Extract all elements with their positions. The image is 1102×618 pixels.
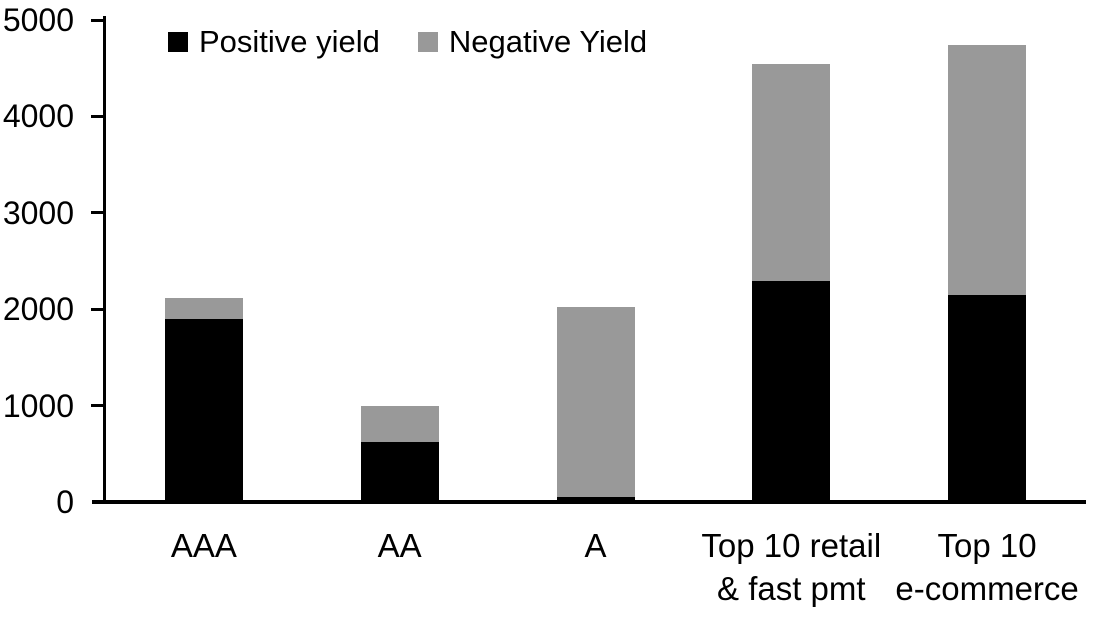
legend-item-negative-yield: Negative Yield: [417, 24, 648, 60]
bar-segment-negative-0: [164, 297, 243, 319]
y-tick-mark-2000: [91, 307, 104, 311]
bar-segment-negative-4: [948, 45, 1027, 295]
bar-segment-negative-1: [360, 405, 439, 443]
y-tick-mark-1000: [91, 404, 104, 408]
bar-segment-positive-1: [360, 442, 439, 502]
y-tick-label-3000: 3000: [2, 194, 74, 231]
y-tick-label-2000: 2000: [2, 291, 74, 328]
category-label-3: Top 10 retail & fast pmt: [701, 527, 882, 607]
bar-segment-positive-3: [752, 281, 831, 502]
y-tick-mark-3000: [91, 211, 104, 215]
category-label-0: AAA: [170, 527, 237, 564]
legend-swatch-positive-yield-icon: [168, 32, 188, 52]
legend-swatch-negative-yield-icon: [417, 32, 438, 52]
y-tick-label-5000: 5000: [2, 2, 74, 38]
y-tick-label-0: 0: [56, 484, 74, 520]
legend-item-positive-yield: Positive yield: [168, 24, 380, 60]
chart-legend: Positive yield Negative Yield: [168, 24, 647, 60]
bar-segment-positive-0: [164, 318, 243, 502]
legend-label-negative-yield: Negative Yield: [448, 24, 648, 59]
bar-segment-positive-2: [556, 497, 635, 502]
y-tick-label-4000: 4000: [2, 98, 74, 135]
category-label-4: Top 10 e-commerce: [895, 527, 1079, 607]
bar-segment-negative-2: [556, 307, 635, 498]
y-tick-mark-4000: [91, 114, 104, 118]
category-label-1: AA: [377, 527, 422, 564]
legend-label-positive-yield: Positive yield: [199, 24, 380, 59]
bar-segment-negative-3: [752, 64, 831, 282]
y-tick-mark-5000: [91, 18, 104, 22]
y-axis-line: [103, 16, 106, 504]
bar-segment-positive-4: [948, 294, 1027, 502]
category-label-2: A: [584, 527, 607, 564]
x-axis-line: [92, 500, 1086, 504]
y-tick-label-1000: 1000: [2, 387, 74, 424]
